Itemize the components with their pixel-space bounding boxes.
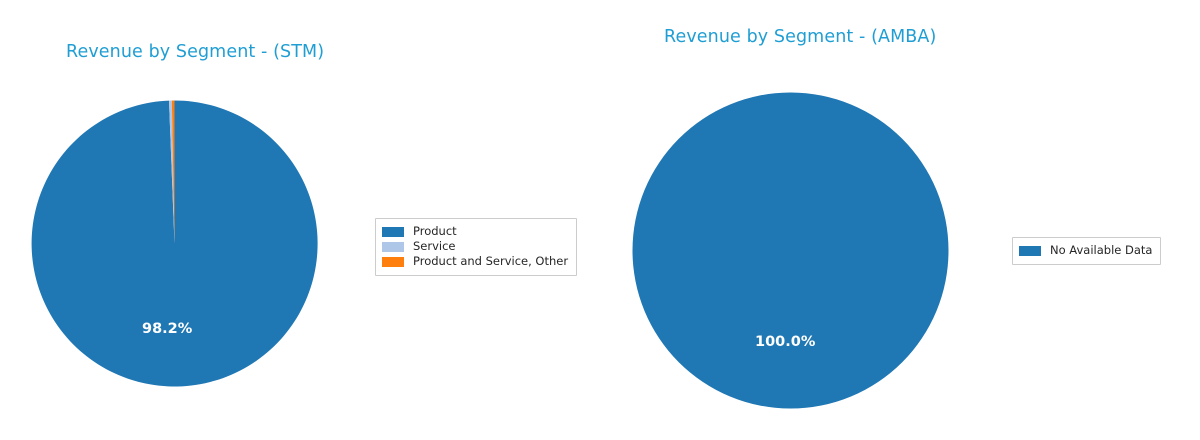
pie-svg-stm	[31, 100, 318, 387]
pie-slice-service[interactable]	[168, 100, 175, 244]
legend-item-service[interactable]: Service	[382, 240, 568, 254]
pie-percentage-label-amba: 100.0%	[755, 334, 816, 350]
legend-swatch-icon-no-available-data	[1019, 246, 1041, 256]
chart-title-stm: Revenue by Segment - (STM)	[66, 42, 325, 62]
pie-chart-amba	[632, 92, 949, 409]
legend-label-product: Product	[413, 224, 457, 239]
legend-item-product[interactable]: Product	[382, 225, 568, 239]
chart-legend-stm: Product Service Product and Service, Oth…	[375, 218, 578, 276]
legend-label-service: Service	[413, 239, 456, 254]
pie-slice-product-and-service-other[interactable]	[171, 100, 175, 244]
legend-swatch-icon-service	[382, 242, 404, 252]
legend-swatch-icon-product-and-service-other	[382, 257, 404, 267]
pie-percentage-label-stm: 98.2%	[142, 321, 193, 337]
pie-slice-product[interactable]	[31, 100, 318, 387]
chart-panel-amba: Revenue by Segment - (AMBA) 100.0% No Av…	[600, 0, 1200, 440]
pie-slice-no-available-data[interactable]	[632, 92, 949, 409]
legend-label-product-and-service-other: Product and Service, Other	[413, 254, 569, 269]
legend-item-no-available-data[interactable]: No Available Data	[1019, 244, 1152, 258]
legend-label-no-available-data: No Available Data	[1050, 243, 1153, 258]
chart-legend-amba: No Available Data	[1012, 237, 1162, 265]
legend-swatch-icon-product	[382, 227, 404, 237]
chart-title-amba: Revenue by Segment - (AMBA)	[664, 27, 937, 47]
pie-chart-stm	[31, 100, 318, 387]
legend-item-product-and-service-other[interactable]: Product and Service, Other	[382, 255, 568, 269]
pie-svg-amba	[632, 92, 949, 409]
chart-panel-stm: Revenue by Segment - (STM) 98.2% Product…	[31, 42, 578, 387]
